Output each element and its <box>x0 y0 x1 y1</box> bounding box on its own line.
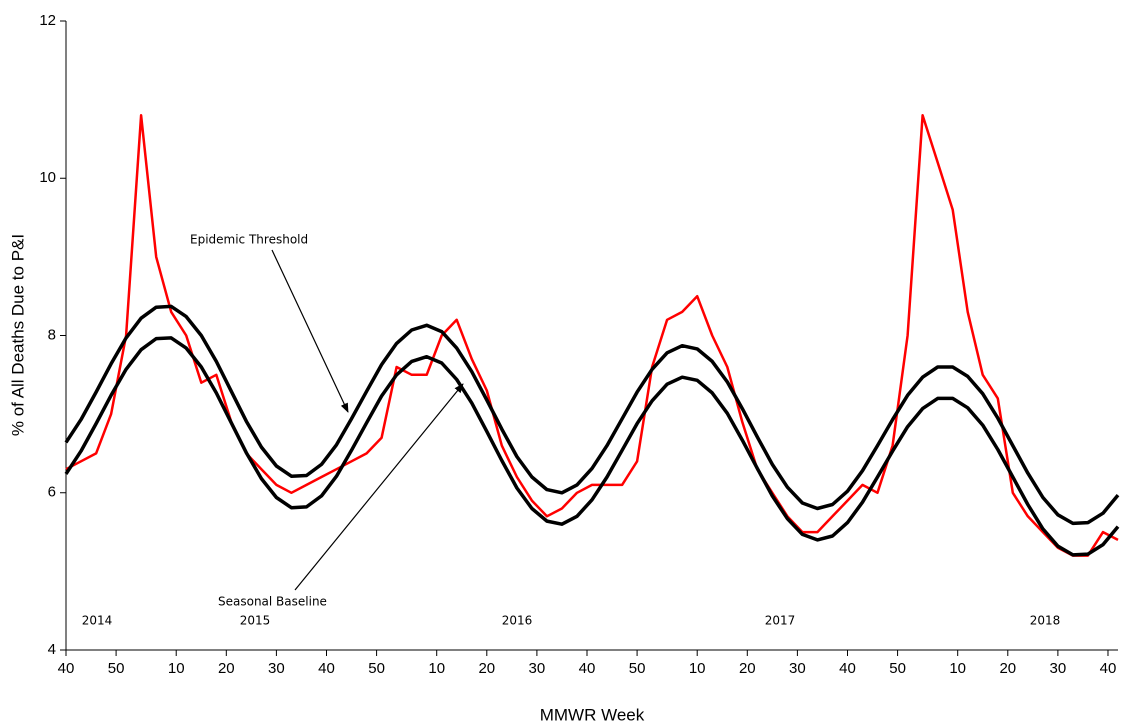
x-tick-label: 40 <box>318 660 335 677</box>
x-tick-label: 40 <box>1100 660 1117 677</box>
year-label: 2015 <box>240 614 271 628</box>
x-tick-label: 20 <box>478 660 495 677</box>
x-tick-label: 50 <box>368 660 385 677</box>
x-tick-label: 30 <box>268 660 285 677</box>
year-label: 2018 <box>1030 614 1061 628</box>
x-tick-label: 50 <box>889 660 906 677</box>
annotation-arrow <box>294 383 464 591</box>
annotation-arrow <box>271 249 349 413</box>
x-tick-label: 10 <box>689 660 706 677</box>
x-tick-label: 30 <box>789 660 806 677</box>
x-tick-label: 40 <box>579 660 596 677</box>
x-tick-label: 50 <box>629 660 646 677</box>
y-tick-label: 10 <box>39 169 56 186</box>
y-tick-label: 4 <box>48 641 56 658</box>
x-tick-label: 40 <box>58 660 75 677</box>
plot-area <box>64 114 1120 557</box>
y-axis-title: % of All Deaths Due to P&I <box>8 234 27 436</box>
year-label: 2016 <box>502 614 533 628</box>
x-tick-label: 20 <box>999 660 1016 677</box>
series-line <box>64 304 1120 526</box>
y-tick-label: 6 <box>48 484 56 501</box>
y-tick-label: 8 <box>48 326 56 343</box>
x-tick-label: 30 <box>1050 660 1067 677</box>
x-tick-label: 30 <box>529 660 546 677</box>
x-tick-label: 40 <box>839 660 856 677</box>
x-tick-label: 50 <box>108 660 125 677</box>
x-tick-label: 10 <box>168 660 185 677</box>
year-label: 2014 <box>82 614 113 628</box>
series-line <box>65 114 1119 557</box>
x-tick-label: 10 <box>428 660 445 677</box>
x-tick-label: 10 <box>949 660 966 677</box>
year-label: 2017 <box>765 614 796 628</box>
x-axis-title: MMWR Week <box>540 705 645 724</box>
y-tick-label: 12 <box>39 12 56 29</box>
annotation: Epidemic Threshold <box>190 233 308 247</box>
series-line <box>64 336 1120 557</box>
x-tick-label: 20 <box>739 660 756 677</box>
annotation: Seasonal Baseline <box>218 595 327 609</box>
x-tick-label: 20 <box>218 660 235 677</box>
